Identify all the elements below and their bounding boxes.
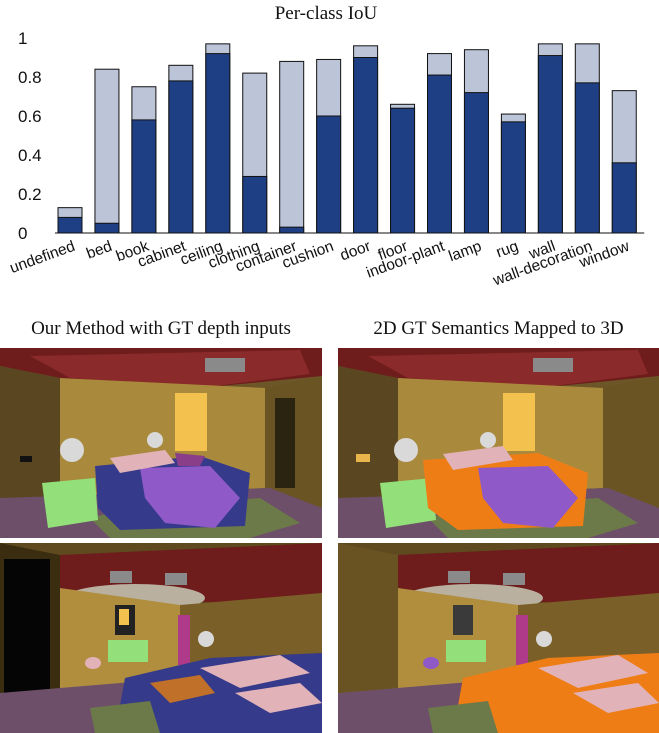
y-tick-label: 0.4 [18, 146, 42, 165]
bar-bed [94, 222, 120, 234]
bar-window [611, 162, 637, 234]
y-tick-label: 0 [18, 224, 27, 243]
bar-series [57, 43, 637, 234]
y-tick-label: 1 [18, 29, 27, 48]
bar-book [131, 119, 157, 234]
y-tick-label: 0.2 [18, 185, 42, 204]
bar-container-upper [279, 60, 305, 234]
bar-bed-upper [94, 68, 120, 234]
bar-rug [500, 121, 526, 234]
bar-wall [537, 55, 563, 234]
bar-floor [390, 107, 416, 234]
chart-title: Per-class IoU [275, 3, 378, 24]
x-tick-label: door [338, 238, 373, 265]
bar-container [279, 226, 305, 234]
x-tick-label: rug [494, 238, 521, 262]
y-tick-label: 0.8 [18, 68, 42, 87]
per-class-iou-chart: Per-class IoU 0 0.2 0.4 0.6 0.8 1 undefined be… [8, 3, 645, 290]
bar-wall-decoration [574, 82, 600, 234]
bedroom-render-gt-bottom [338, 543, 659, 733]
bar-lamp [463, 92, 489, 234]
bar-cushion [316, 115, 342, 234]
bar-cabinet [168, 80, 194, 234]
x-tick-label: lamp [446, 238, 483, 265]
bedroom-render-ours-top [0, 348, 322, 538]
y-axis: 0 0.2 0.4 0.6 0.8 1 [18, 29, 42, 243]
bar-indoor-plant [427, 74, 452, 234]
right-column-caption: 2D GT Semantics Mapped to 3D [373, 318, 624, 339]
left-column-caption: Our Method with GT depth inputs [31, 318, 291, 339]
bedroom-render-ours-bottom [0, 543, 322, 733]
bar-undefined [57, 216, 83, 234]
bar-door [353, 57, 379, 234]
bar-ceiling [205, 53, 231, 234]
bedroom-render-gt-top [338, 348, 659, 538]
bar-clothing [242, 175, 268, 234]
x-axis: undefined bed bookcabinetceilingclothingco… [8, 232, 645, 290]
x-tick-label: bed [84, 238, 114, 263]
x-tick-label: undefined [8, 238, 78, 277]
y-tick-label: 0.6 [18, 107, 42, 126]
